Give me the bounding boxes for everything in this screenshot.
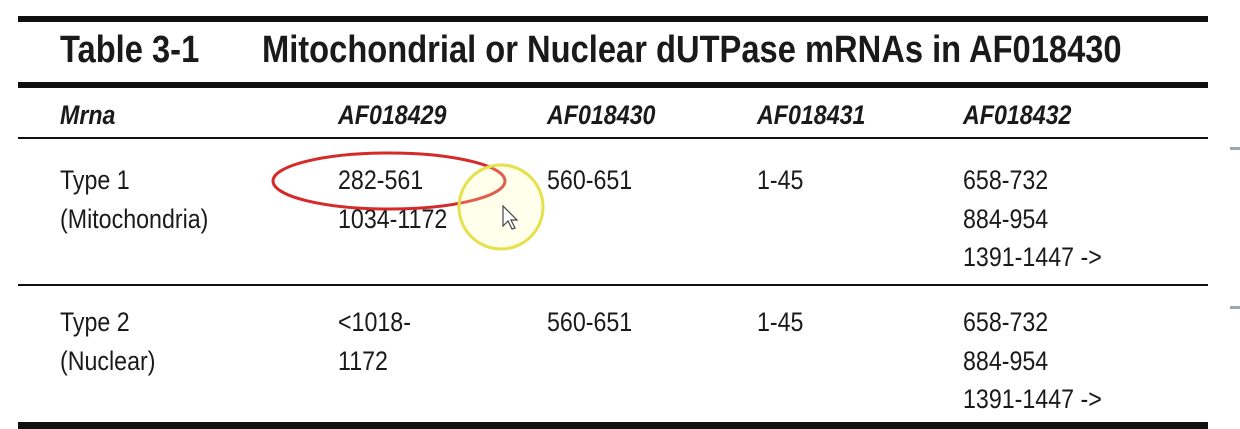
table-title: Mitochondrial or Nuclear dUTPase mRNAs i…: [262, 29, 1122, 71]
red-circle-annotation: [271, 151, 507, 211]
mouse-cursor: [502, 204, 519, 230]
bottom-rule: [18, 422, 1208, 429]
cell-text: 1391-1447 ->: [963, 242, 1102, 272]
column-header: AF018429: [338, 100, 447, 130]
cell-text: (Nuclear): [60, 345, 156, 376]
column-header: Mrna: [60, 100, 116, 130]
row-divider: [18, 284, 1208, 286]
cell-text: 884-954: [963, 203, 1049, 234]
column-header: AF018430: [547, 100, 656, 130]
cell-text: <1018-: [338, 307, 411, 337]
edge-mark: [1230, 147, 1240, 150]
cell-text: 282-561: [338, 165, 424, 195]
cursor-highlight: [457, 163, 545, 251]
table-number: Table 3-1: [60, 29, 200, 71]
cell-text: Type 2: [60, 307, 130, 337]
cell-text: 658-732: [963, 165, 1049, 195]
cell-text: 1172: [338, 345, 388, 376]
top-rule: [18, 16, 1208, 22]
header-rule: [18, 82, 1208, 88]
cell-text: 560-651: [547, 165, 633, 195]
cell-text: (Mitochondria): [60, 203, 209, 234]
column-header: AF018431: [757, 100, 866, 130]
column-header: AF018432: [963, 100, 1072, 130]
cell-text: 658-732: [963, 307, 1049, 337]
edge-mark: [1230, 306, 1240, 309]
cell-text: 1-45: [757, 165, 804, 195]
cell-text: 884-954: [963, 345, 1049, 376]
cell-text: Type 1: [60, 165, 130, 195]
cell-text: 1-45: [757, 307, 804, 337]
cell-text: 1391-1447 ->: [963, 384, 1102, 414]
header-bottom-rule: [18, 137, 1208, 139]
cell-text: 560-651: [547, 307, 633, 337]
